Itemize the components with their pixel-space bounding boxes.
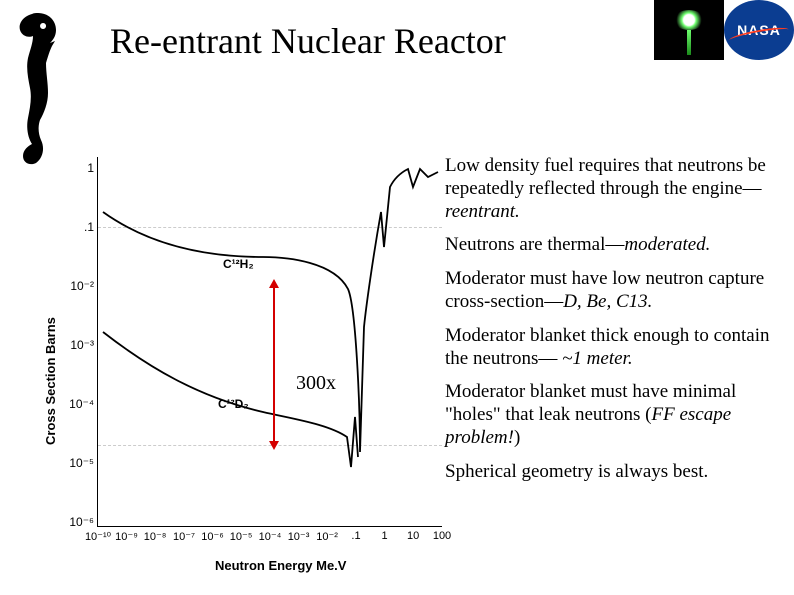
chart-ylabel: Cross Section Barns [43, 317, 58, 445]
bullet: Spherical geometry is always best. [445, 461, 775, 484]
bullet: Moderator must have low neutron capture … [445, 268, 775, 314]
series-label-c12d2: C¹²D₂ [218, 397, 249, 411]
xtick: 10⁻⁸ [144, 526, 167, 543]
curve-c12h2 [103, 169, 438, 452]
ytick: 1 [87, 161, 98, 175]
bullet: Low density fuel requires that neutrons … [445, 155, 775, 223]
slide-title: Re-entrant Nuclear Reactor [110, 20, 506, 62]
series-label-c12h2: C¹²H₂ [223, 257, 254, 271]
xtick: .1 [351, 526, 360, 542]
ytick: .1 [84, 220, 98, 234]
annotation-arrow [273, 287, 275, 442]
ytick: 10⁻² [70, 279, 98, 293]
xtick: 1 [381, 526, 387, 542]
ytick: 10⁻⁵ [69, 456, 98, 470]
cross-section-chart: Cross Section Barns Neutron Energy Me.V … [35, 145, 435, 575]
xtick: 10⁻¹⁰ [85, 526, 111, 543]
xtick: 10⁻⁶ [201, 526, 224, 543]
bullet: Moderator blanket must have minimal "hol… [445, 381, 775, 449]
seahorse-logo [8, 8, 63, 168]
chart-xlabel: Neutron Energy Me.V [215, 558, 346, 573]
xtick: 10⁻³ [288, 526, 310, 543]
xtick: 100 [433, 526, 451, 542]
logo-row: NASA [654, 0, 794, 60]
xtick: 10⁻⁹ [115, 526, 138, 543]
xtick: 10⁻⁵ [230, 526, 253, 543]
xtick: 10⁻⁴ [259, 526, 282, 543]
ytick: 10⁻³ [70, 338, 98, 352]
eye-beam-logo [654, 0, 724, 60]
xtick: 10 [407, 526, 419, 542]
plot-area: 1 .1 10⁻² 10⁻³ 10⁻⁴ 10⁻⁵ 10⁻⁶ 10⁻¹⁰ 10⁻⁹… [97, 157, 442, 527]
bullet: Neutrons are thermal—moderated. [445, 234, 775, 257]
annotation-300x: 300x [296, 372, 336, 395]
bullet: Moderator blanket thick enough to contai… [445, 325, 775, 371]
ytick: 10⁻⁴ [69, 397, 98, 411]
nasa-logo: NASA [724, 0, 794, 60]
curves-svg [98, 157, 443, 527]
xtick: 10⁻⁷ [173, 526, 195, 543]
xtick: 10⁻² [316, 526, 338, 543]
bullet-text: Low density fuel requires that neutrons … [445, 155, 775, 495]
